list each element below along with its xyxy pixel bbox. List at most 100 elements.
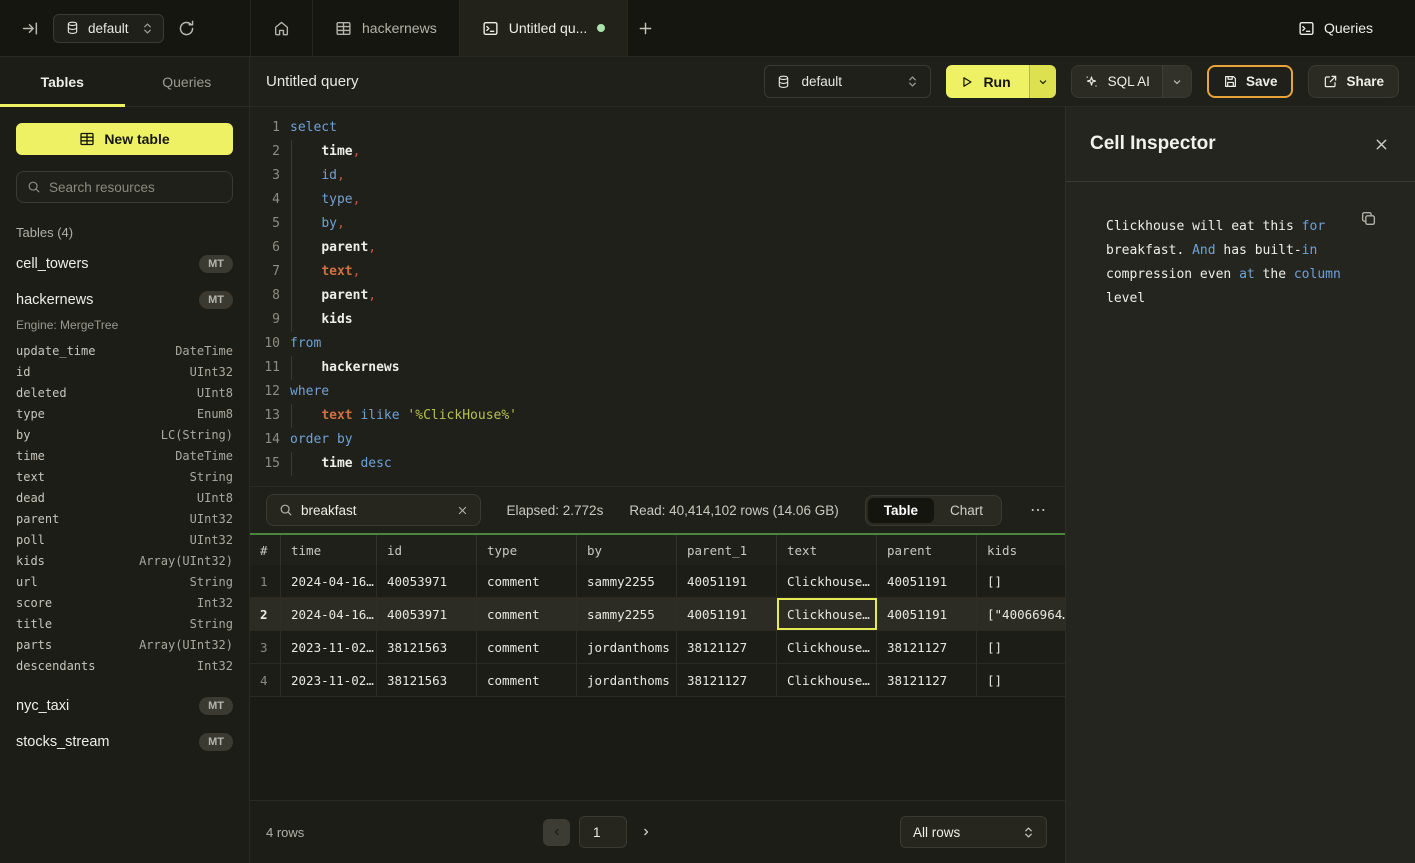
table-cell[interactable]: 2023-11-02… bbox=[281, 664, 377, 696]
table-column-row[interactable]: score Int32 bbox=[0, 592, 249, 613]
clear-search-icon[interactable] bbox=[457, 505, 468, 516]
editor-line[interactable]: 5 by, bbox=[250, 212, 1065, 236]
table-cell[interactable]: 2024-04-16… bbox=[281, 565, 377, 597]
toolbar-database-selector[interactable]: default bbox=[764, 65, 932, 98]
run-options-button[interactable] bbox=[1028, 65, 1056, 98]
sidebar-table-item[interactable]: nyc_taxi MT bbox=[0, 688, 249, 724]
copy-icon[interactable] bbox=[1360, 210, 1377, 227]
table-cell[interactable]: [] bbox=[987, 639, 1003, 655]
table-cell[interactable]: 38121127 bbox=[877, 664, 977, 696]
editor-line[interactable]: 6 parent, bbox=[250, 236, 1065, 260]
page-size-selector[interactable]: All rows bbox=[900, 816, 1047, 848]
table-cell[interactable]: jordanthoms bbox=[577, 631, 677, 663]
table-cell[interactable]: 2024-04-16… bbox=[281, 598, 377, 630]
table-column-row[interactable]: parts Array(UInt32) bbox=[0, 634, 249, 655]
editor-line[interactable]: 2 time, bbox=[250, 140, 1065, 164]
table-column-row[interactable]: text String bbox=[0, 466, 249, 487]
save-button[interactable]: Save bbox=[1206, 65, 1294, 98]
refresh-icon[interactable] bbox=[178, 20, 195, 37]
column-header[interactable]: id bbox=[377, 535, 477, 565]
table-cell[interactable]: comment bbox=[477, 631, 577, 663]
table-column-row[interactable]: dead UInt8 bbox=[0, 487, 249, 508]
table-cell[interactable]: 40053971 bbox=[377, 565, 477, 597]
column-header[interactable]: parent bbox=[877, 535, 977, 565]
sidebar-table-item[interactable]: hackernews MT bbox=[0, 282, 249, 318]
sidebar-tab-queries[interactable]: Queries bbox=[125, 57, 250, 106]
sidebar-search-input[interactable] bbox=[49, 179, 222, 195]
editor-line[interactable]: 8 parent, bbox=[250, 284, 1065, 308]
topbar-database-selector[interactable]: default bbox=[53, 13, 164, 43]
sql-ai-options-button[interactable] bbox=[1161, 66, 1191, 97]
row-number-cell[interactable]: 2 bbox=[250, 598, 281, 630]
tab-hackernews[interactable]: hackernews bbox=[313, 0, 460, 56]
table-cell[interactable]: comment bbox=[477, 664, 577, 696]
table-column-row[interactable]: by LC(String) bbox=[0, 424, 249, 445]
table-column-row[interactable]: title String bbox=[0, 613, 249, 634]
sidebar-search[interactable] bbox=[16, 171, 233, 203]
row-number-cell[interactable]: 1 bbox=[250, 565, 281, 597]
table-cell[interactable]: 40051191 bbox=[677, 598, 777, 630]
table-cell[interactable]: comment bbox=[477, 598, 577, 630]
table-cell[interactable]: 40053971 bbox=[377, 598, 477, 630]
sql-ai-button[interactable]: SQL AI bbox=[1071, 66, 1162, 97]
editor-line[interactable]: 15 time desc bbox=[250, 452, 1065, 476]
column-header[interactable]: kids bbox=[987, 542, 1018, 558]
table-cell[interactable]: 38121563 bbox=[377, 664, 477, 696]
table-column-row[interactable]: deleted UInt8 bbox=[0, 382, 249, 403]
sidebar-table-item[interactable]: cell_towers MT bbox=[0, 246, 249, 282]
editor-line[interactable]: 13 text ilike '%ClickHouse%' bbox=[250, 404, 1065, 428]
table-cell[interactable]: [] bbox=[987, 672, 1003, 688]
results-search[interactable] bbox=[266, 494, 481, 526]
tab-home[interactable] bbox=[250, 0, 313, 56]
editor-line[interactable]: 11 hackernews bbox=[250, 356, 1065, 380]
column-header[interactable]: parent_1 bbox=[677, 535, 777, 565]
table-cell[interactable]: sammy2255 bbox=[577, 598, 677, 630]
table-cell[interactable]: Clickhouse… bbox=[777, 598, 877, 630]
table-cell[interactable]: sammy2255 bbox=[577, 565, 677, 597]
table-cell[interactable]: 40051191 bbox=[877, 565, 977, 597]
table-cell[interactable]: Clickhouse… bbox=[777, 664, 877, 696]
table-cell[interactable]: jordanthoms bbox=[577, 664, 677, 696]
new-table-button[interactable]: New table bbox=[16, 123, 233, 155]
table-cell[interactable]: ["40066964… bbox=[987, 606, 1065, 622]
sidebar-tab-tables[interactable]: Tables bbox=[0, 57, 125, 107]
editor-line[interactable]: 1 select bbox=[250, 116, 1065, 140]
row-number-cell[interactable]: 4 bbox=[250, 664, 281, 696]
editor-line[interactable]: 9 kids bbox=[250, 308, 1065, 332]
sidebar-collapse-icon[interactable] bbox=[22, 20, 39, 37]
table-column-row[interactable]: poll UInt32 bbox=[0, 529, 249, 550]
page-number-input[interactable]: 1 bbox=[579, 816, 627, 848]
table-column-row[interactable]: parent UInt32 bbox=[0, 508, 249, 529]
table-column-row[interactable]: type Enum8 bbox=[0, 403, 249, 424]
editor-line[interactable]: 3 id, bbox=[250, 164, 1065, 188]
run-button[interactable]: Run bbox=[946, 65, 1029, 98]
column-header[interactable]: text bbox=[777, 535, 877, 565]
table-cell[interactable]: [] bbox=[987, 573, 1003, 589]
table-cell[interactable]: 38121127 bbox=[677, 631, 777, 663]
table-cell[interactable]: Clickhouse… bbox=[777, 631, 877, 663]
queries-link[interactable]: Queries bbox=[1298, 0, 1415, 56]
column-header[interactable]: type bbox=[477, 535, 577, 565]
view-chart-option[interactable]: Chart bbox=[934, 498, 999, 523]
new-tab-button[interactable] bbox=[638, 21, 653, 36]
row-number-cell[interactable]: 3 bbox=[250, 631, 281, 663]
table-column-row[interactable]: kids Array(UInt32) bbox=[0, 550, 249, 571]
table-column-row[interactable]: url String bbox=[0, 571, 249, 592]
editor-line[interactable]: 10 from bbox=[250, 332, 1065, 356]
table-cell[interactable]: 40051191 bbox=[677, 565, 777, 597]
table-cell[interactable]: 38121127 bbox=[677, 664, 777, 696]
table-cell[interactable]: Clickhouse… bbox=[777, 565, 877, 597]
editor-line[interactable]: 7 text, bbox=[250, 260, 1065, 284]
table-column-row[interactable]: time DateTime bbox=[0, 445, 249, 466]
close-icon[interactable] bbox=[1374, 137, 1389, 152]
table-cell[interactable]: 38121127 bbox=[877, 631, 977, 663]
share-button[interactable]: Share bbox=[1308, 65, 1399, 98]
next-page-button[interactable] bbox=[636, 822, 656, 842]
table-cell[interactable]: 40051191 bbox=[877, 598, 977, 630]
previous-page-button[interactable] bbox=[543, 818, 570, 846]
sidebar-table-item[interactable]: stocks_stream MT bbox=[0, 724, 249, 760]
table-column-row[interactable]: update_time DateTime bbox=[0, 340, 249, 361]
column-header[interactable]: time bbox=[281, 535, 377, 565]
table-cell[interactable]: comment bbox=[477, 565, 577, 597]
column-header[interactable]: # bbox=[250, 535, 281, 565]
